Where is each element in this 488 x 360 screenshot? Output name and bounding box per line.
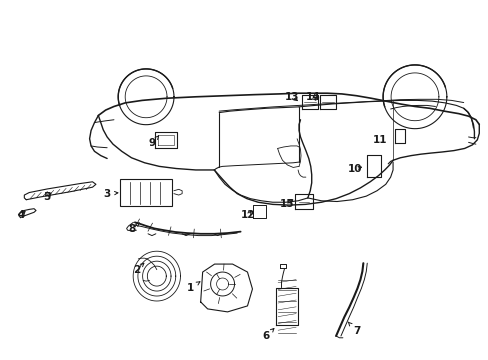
Text: 1: 1 — [187, 282, 200, 293]
Text: 10: 10 — [347, 163, 362, 174]
Text: 13: 13 — [285, 92, 299, 102]
Text: 11: 11 — [372, 135, 386, 145]
Text: 4: 4 — [18, 210, 25, 220]
Text: 8: 8 — [128, 223, 139, 234]
Text: 14: 14 — [305, 92, 319, 102]
Text: 9: 9 — [148, 136, 158, 148]
Text: 5: 5 — [43, 192, 51, 202]
Text: 12: 12 — [241, 210, 255, 220]
Bar — [120, 179, 172, 207]
Text: 3: 3 — [103, 189, 118, 199]
Text: 2: 2 — [132, 263, 143, 275]
Text: 15: 15 — [280, 199, 294, 210]
Text: 6: 6 — [262, 329, 273, 341]
Text: 7: 7 — [347, 322, 360, 336]
